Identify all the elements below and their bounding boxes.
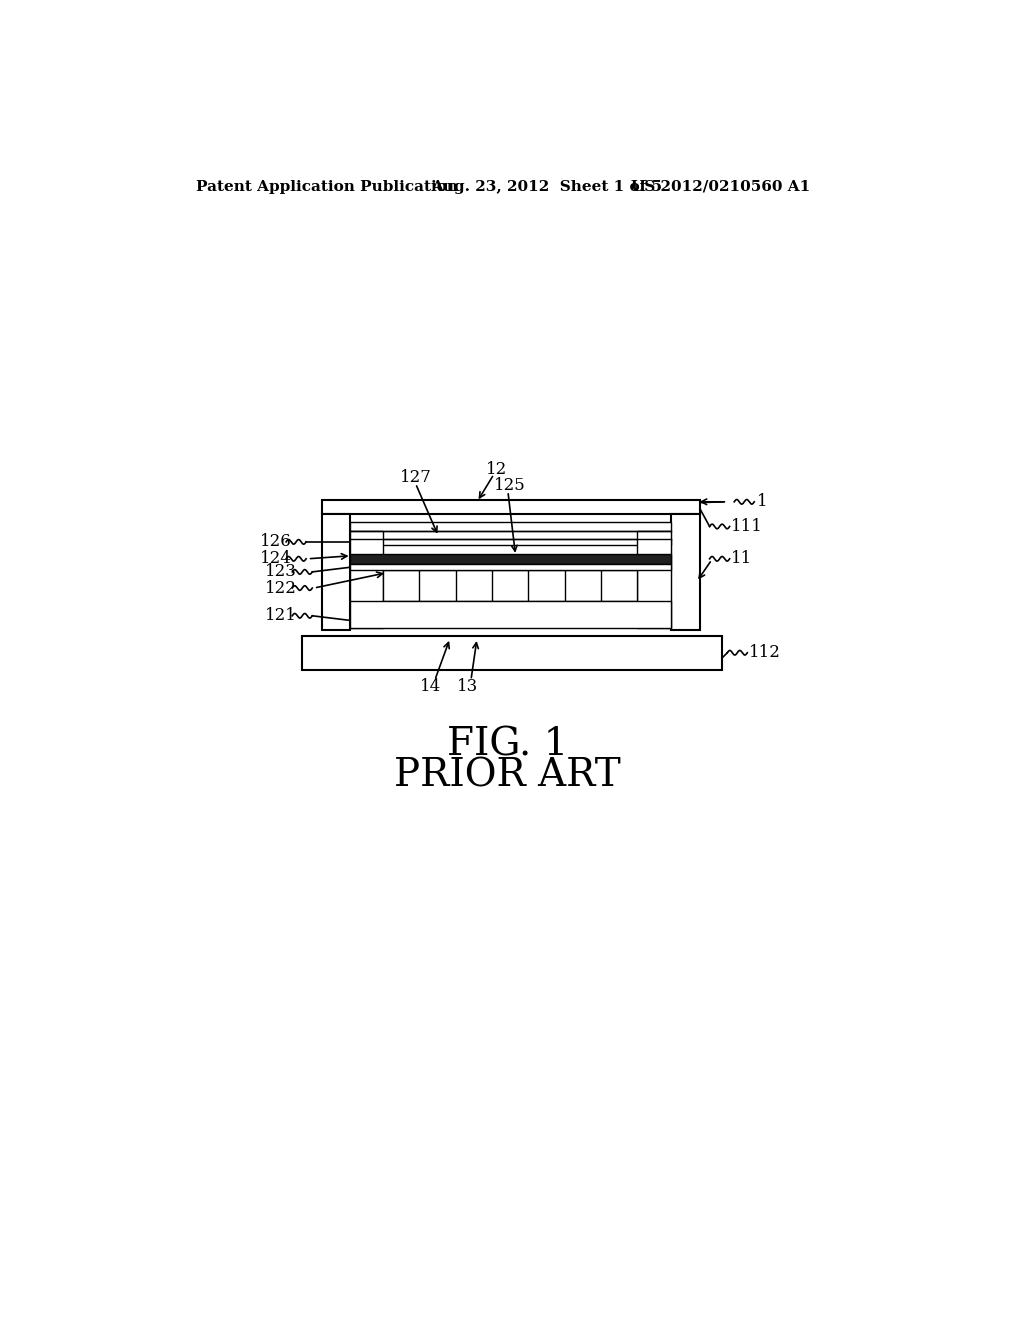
- Bar: [350, 554, 671, 564]
- Text: 122: 122: [265, 579, 297, 597]
- Bar: [671, 515, 700, 630]
- Bar: [322, 500, 700, 515]
- Text: Patent Application Publication: Patent Application Publication: [196, 180, 458, 194]
- Text: 112: 112: [749, 644, 780, 661]
- Text: FIG. 1: FIG. 1: [447, 726, 568, 764]
- Bar: [350, 521, 671, 531]
- Text: 125: 125: [494, 477, 525, 494]
- Bar: [350, 531, 383, 628]
- Bar: [383, 570, 637, 601]
- Bar: [350, 539, 671, 545]
- Text: 123: 123: [265, 564, 297, 581]
- Text: 124: 124: [260, 550, 292, 568]
- Text: 121: 121: [265, 607, 297, 624]
- Bar: [350, 515, 671, 630]
- Text: 12: 12: [486, 461, 508, 478]
- Bar: [301, 636, 722, 669]
- Text: 1: 1: [758, 494, 768, 511]
- Bar: [350, 601, 671, 628]
- Text: US 2012/0210560 A1: US 2012/0210560 A1: [631, 180, 810, 194]
- Text: 127: 127: [400, 470, 432, 487]
- Text: 13: 13: [457, 678, 478, 696]
- Bar: [637, 531, 671, 628]
- Text: 14: 14: [420, 678, 441, 696]
- Text: 11: 11: [731, 550, 753, 568]
- Text: PRIOR ART: PRIOR ART: [394, 758, 622, 795]
- Text: 126: 126: [260, 533, 292, 550]
- Text: 111: 111: [731, 517, 763, 535]
- Bar: [322, 515, 350, 630]
- Bar: [350, 564, 671, 570]
- Text: Aug. 23, 2012  Sheet 1 of 5: Aug. 23, 2012 Sheet 1 of 5: [431, 180, 662, 194]
